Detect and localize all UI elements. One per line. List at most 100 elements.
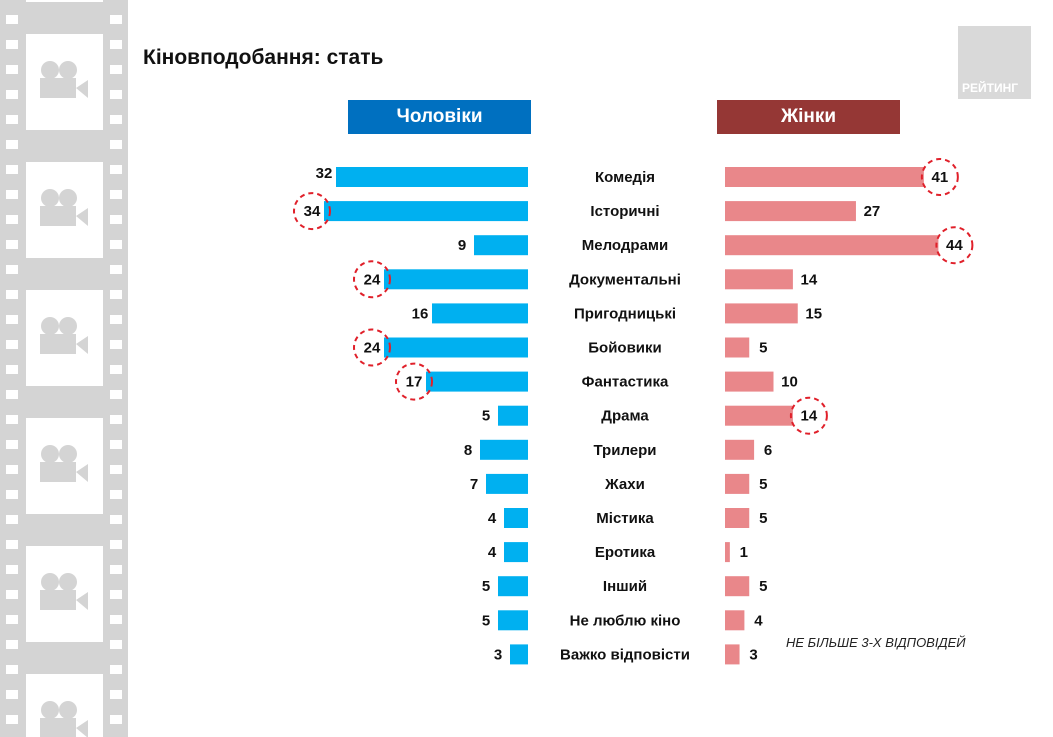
men-bar	[474, 235, 528, 256]
logo-text: РЕЙТИНГ	[962, 81, 1019, 95]
women-value-label: 5	[759, 578, 767, 595]
men-bar	[432, 303, 528, 324]
highlight-circle	[395, 362, 433, 401]
category-label: Комедія	[595, 169, 655, 186]
sprocket-hole	[110, 490, 122, 499]
sprocket-hole	[6, 315, 18, 324]
sprocket-hole	[110, 315, 122, 324]
sprocket-hole	[6, 515, 18, 524]
women-bar	[725, 542, 730, 563]
highlight-circle	[353, 260, 391, 299]
women-value-label: 10	[781, 374, 798, 391]
camera-icon	[40, 573, 88, 610]
sprocket-hole	[110, 15, 122, 24]
camera-reel	[59, 573, 77, 591]
sprocket-hole	[6, 415, 18, 424]
category-label: Важко відповісти	[560, 646, 690, 663]
women-bar	[725, 371, 774, 392]
men-bar	[384, 269, 528, 290]
women-value-label: 1	[740, 544, 748, 561]
sprocket-hole	[110, 40, 122, 49]
sprocket-hole	[6, 65, 18, 74]
camera-reel	[41, 189, 59, 207]
camera-lens	[76, 464, 88, 482]
highlight-circle	[935, 226, 974, 265]
women-bar	[725, 644, 740, 665]
camera-lens	[76, 208, 88, 226]
sprocket-hole	[6, 40, 18, 49]
camera-body	[40, 334, 76, 354]
men-value-label: 5	[482, 578, 490, 595]
men-bar	[486, 473, 528, 494]
women-value-label: 41	[932, 169, 949, 186]
sprocket-hole	[6, 565, 18, 574]
sprocket-hole	[110, 590, 122, 599]
women-bar	[725, 610, 745, 631]
women-header: Жінки	[717, 100, 900, 134]
women-bar	[725, 508, 750, 528]
camera-icon	[40, 445, 88, 482]
women-bar	[725, 167, 924, 187]
sprocket-hole	[110, 415, 122, 424]
sprocket-hole	[110, 440, 122, 449]
camera-reel	[41, 317, 59, 335]
men-bar	[498, 576, 528, 597]
page-title: Кіновподобання: стать	[143, 46, 384, 69]
sprocket-hole	[6, 590, 18, 599]
camera-body	[40, 206, 76, 226]
camera-lens	[76, 592, 88, 610]
women-bar	[725, 405, 793, 426]
category-label: Документальні	[569, 271, 681, 288]
sprocket-hole	[6, 615, 18, 624]
category-label: Еротика	[595, 544, 656, 561]
men-value-label: 4	[488, 544, 497, 561]
women-value-label: 15	[805, 305, 822, 322]
sprocket-hole	[6, 690, 18, 699]
camera-body	[40, 78, 76, 98]
sprocket-hole	[110, 90, 122, 99]
men-value-label: 3	[494, 646, 502, 663]
sprocket-hole	[6, 240, 18, 249]
men-bar	[498, 405, 528, 426]
camera-body	[40, 590, 76, 610]
women-bar	[725, 576, 750, 597]
category-label: Трилери	[593, 442, 656, 459]
camera-reel	[59, 317, 77, 335]
sprocket-hole	[6, 465, 18, 474]
men-value-label: 8	[464, 442, 472, 459]
category-label: Бойовики	[588, 340, 662, 357]
men-value-label: 24	[364, 340, 381, 357]
camera-reel	[41, 445, 59, 463]
camera-reel	[41, 573, 59, 591]
sprocket-hole	[6, 90, 18, 99]
camera-icon	[40, 61, 88, 98]
sprocket-hole	[6, 640, 18, 649]
category-label: Пригодницькі	[574, 305, 676, 322]
men-value-label: 32	[316, 165, 333, 182]
women-value-label: 44	[946, 237, 963, 254]
camera-reel	[41, 701, 59, 719]
camera-icon	[40, 189, 88, 226]
camera-icon	[40, 317, 88, 354]
sprocket-hole	[6, 440, 18, 449]
men-value-label: 9	[458, 237, 466, 254]
sprocket-hole	[110, 390, 122, 399]
women-bar	[725, 473, 750, 494]
men-bar	[384, 337, 528, 358]
highlight-circle	[293, 192, 331, 231]
film-frame	[26, 0, 103, 2]
camera-reel	[41, 61, 59, 79]
camera-reel	[59, 701, 77, 719]
men-value-label: 4	[488, 510, 497, 527]
men-bar	[498, 610, 528, 631]
men-value-label: 5	[482, 408, 490, 425]
men-value-label: 5	[482, 612, 490, 629]
men-value-label: 7	[470, 476, 478, 493]
sprocket-hole	[6, 140, 18, 149]
camera-lens	[76, 720, 88, 737]
rating-logo: РЕЙТИНГ	[958, 26, 1031, 99]
women-bar	[725, 269, 793, 290]
camera-icon	[40, 701, 88, 737]
men-bar	[324, 201, 528, 222]
